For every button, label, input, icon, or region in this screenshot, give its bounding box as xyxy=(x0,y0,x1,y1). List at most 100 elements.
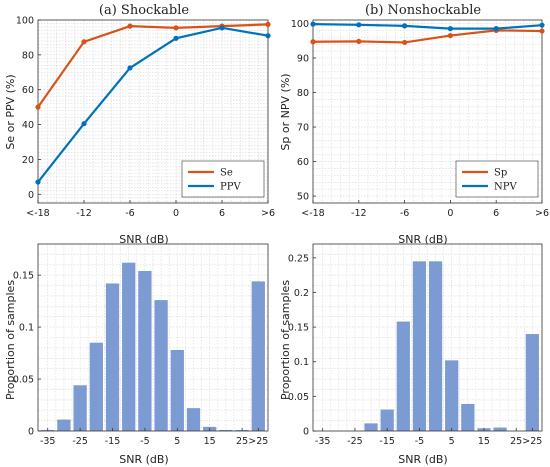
bar xyxy=(73,385,87,431)
plot-frame xyxy=(37,243,269,432)
x-tick-label: <-18 xyxy=(301,208,324,219)
data-point xyxy=(173,25,179,31)
data-point xyxy=(310,39,316,45)
x-tick-label: <-18 xyxy=(26,208,49,219)
y-tick-label: 100 xyxy=(16,16,34,27)
plot-frame xyxy=(37,19,269,204)
data-point xyxy=(81,121,87,127)
x-tick-label: -25 xyxy=(347,436,363,447)
data-point xyxy=(402,39,408,46)
legend-box xyxy=(455,160,539,198)
histogram-nonshockable: SNR (dB) Proportion of samples 0 0.05 0.1 0… xyxy=(279,243,543,466)
y-tick-label: 0.2 xyxy=(294,288,309,299)
y-axis-label: Proportion of samples xyxy=(279,280,292,400)
data-point xyxy=(539,22,545,28)
x-tick-label: -6 xyxy=(400,208,409,219)
plot-frame xyxy=(312,243,543,432)
bar xyxy=(428,261,443,431)
chart-shockable: (a) Shockable SNR (dB) Se or PPV (%) 0 20… xyxy=(4,3,275,246)
x-tick-label: 25 xyxy=(236,436,248,447)
bar xyxy=(364,423,378,431)
x-tick-label: -6 xyxy=(125,208,134,219)
y-tick-label: 0.1 xyxy=(19,323,34,334)
x-tick-label: -12 xyxy=(76,208,92,219)
bar xyxy=(57,419,71,431)
data-point xyxy=(127,65,133,71)
x-axis-label: SNR (dB) xyxy=(398,453,447,466)
x-axis-label: SNR (dB) xyxy=(119,453,168,466)
histogram-shockable: SNR (dB) Proportion of samples 0 0.05 0.1 0… xyxy=(4,243,269,466)
x-tick-label: 25 xyxy=(510,436,522,447)
data-point xyxy=(539,28,545,34)
y-tick-label: 0.15 xyxy=(13,271,34,282)
plot-frame xyxy=(312,19,543,204)
x-tick-label: 15 xyxy=(204,436,216,447)
legend-label: Sp xyxy=(494,168,507,179)
x-tick-label: -12 xyxy=(351,208,367,219)
x-tick-label: -5 xyxy=(415,436,424,447)
x-tick-label: 5 xyxy=(449,436,455,447)
data-point xyxy=(35,104,41,110)
y-axis-label: Se or PPV (%) xyxy=(4,74,17,149)
x-tick-label: 6 xyxy=(493,208,499,219)
x-tick-label: 15 xyxy=(478,436,490,447)
bar xyxy=(251,281,265,431)
data-point xyxy=(265,21,271,27)
x-tick-label: -15 xyxy=(105,436,121,447)
y-axis-label: Sp or NPV (%) xyxy=(279,73,292,150)
x-tick-label: 0 xyxy=(173,208,179,219)
x-tick-label: >25 xyxy=(248,436,268,447)
chart-title: (b) Nonshockable xyxy=(365,3,481,18)
x-tick-label: -5 xyxy=(140,436,149,447)
y-tick-label: 0.15 xyxy=(288,323,309,334)
bar xyxy=(105,283,120,431)
data-point xyxy=(447,26,453,32)
series-line xyxy=(37,23,269,108)
bar xyxy=(122,262,136,431)
y-tick-label: 80 xyxy=(297,88,309,99)
y-axis-label: Proportion of samples xyxy=(4,280,17,400)
data-point xyxy=(219,25,225,31)
y-tick-label: 80 xyxy=(22,50,34,61)
bar xyxy=(138,271,152,431)
y-tick-label: 20 xyxy=(22,155,34,166)
y-tick-label: 0 xyxy=(28,427,34,438)
y-tick-label: 0.05 xyxy=(288,392,309,403)
data-point xyxy=(310,21,316,27)
data-point xyxy=(356,38,362,45)
y-tick-label: 60 xyxy=(297,157,309,168)
x-tick-label: >6 xyxy=(535,208,549,219)
bar xyxy=(89,342,103,431)
bar xyxy=(219,429,233,431)
x-tick-label: -25 xyxy=(72,436,88,447)
bar xyxy=(396,321,410,431)
x-tick-label: 0 xyxy=(447,208,453,219)
y-tick-label: 0 xyxy=(303,427,309,438)
y-tick-label: 40 xyxy=(22,120,34,131)
y-tick-label: 0.05 xyxy=(13,375,34,386)
data-point xyxy=(356,22,362,28)
y-tick-label: 100 xyxy=(291,19,309,30)
data-point xyxy=(81,39,87,45)
legend-label: Se xyxy=(220,168,233,179)
bar xyxy=(525,334,539,431)
x-axis-label: SNR (dB) xyxy=(398,233,447,246)
bar xyxy=(380,409,394,431)
legend-label: NPV xyxy=(494,182,517,193)
series-line xyxy=(312,23,543,30)
series-line xyxy=(37,26,269,183)
data-point xyxy=(447,32,453,39)
data-point xyxy=(402,23,408,29)
x-tick-label: -35 xyxy=(315,436,331,447)
x-tick-label: -15 xyxy=(379,436,395,447)
chart-title: (a) Shockable xyxy=(99,3,190,18)
series-line xyxy=(312,29,543,44)
data-point xyxy=(35,179,41,185)
bar xyxy=(461,403,475,431)
data-point xyxy=(127,23,133,29)
x-tick-label: 6 xyxy=(219,208,225,219)
bar xyxy=(154,300,168,431)
legend-label: PPV xyxy=(220,182,241,193)
x-tick-label: -35 xyxy=(40,436,56,447)
